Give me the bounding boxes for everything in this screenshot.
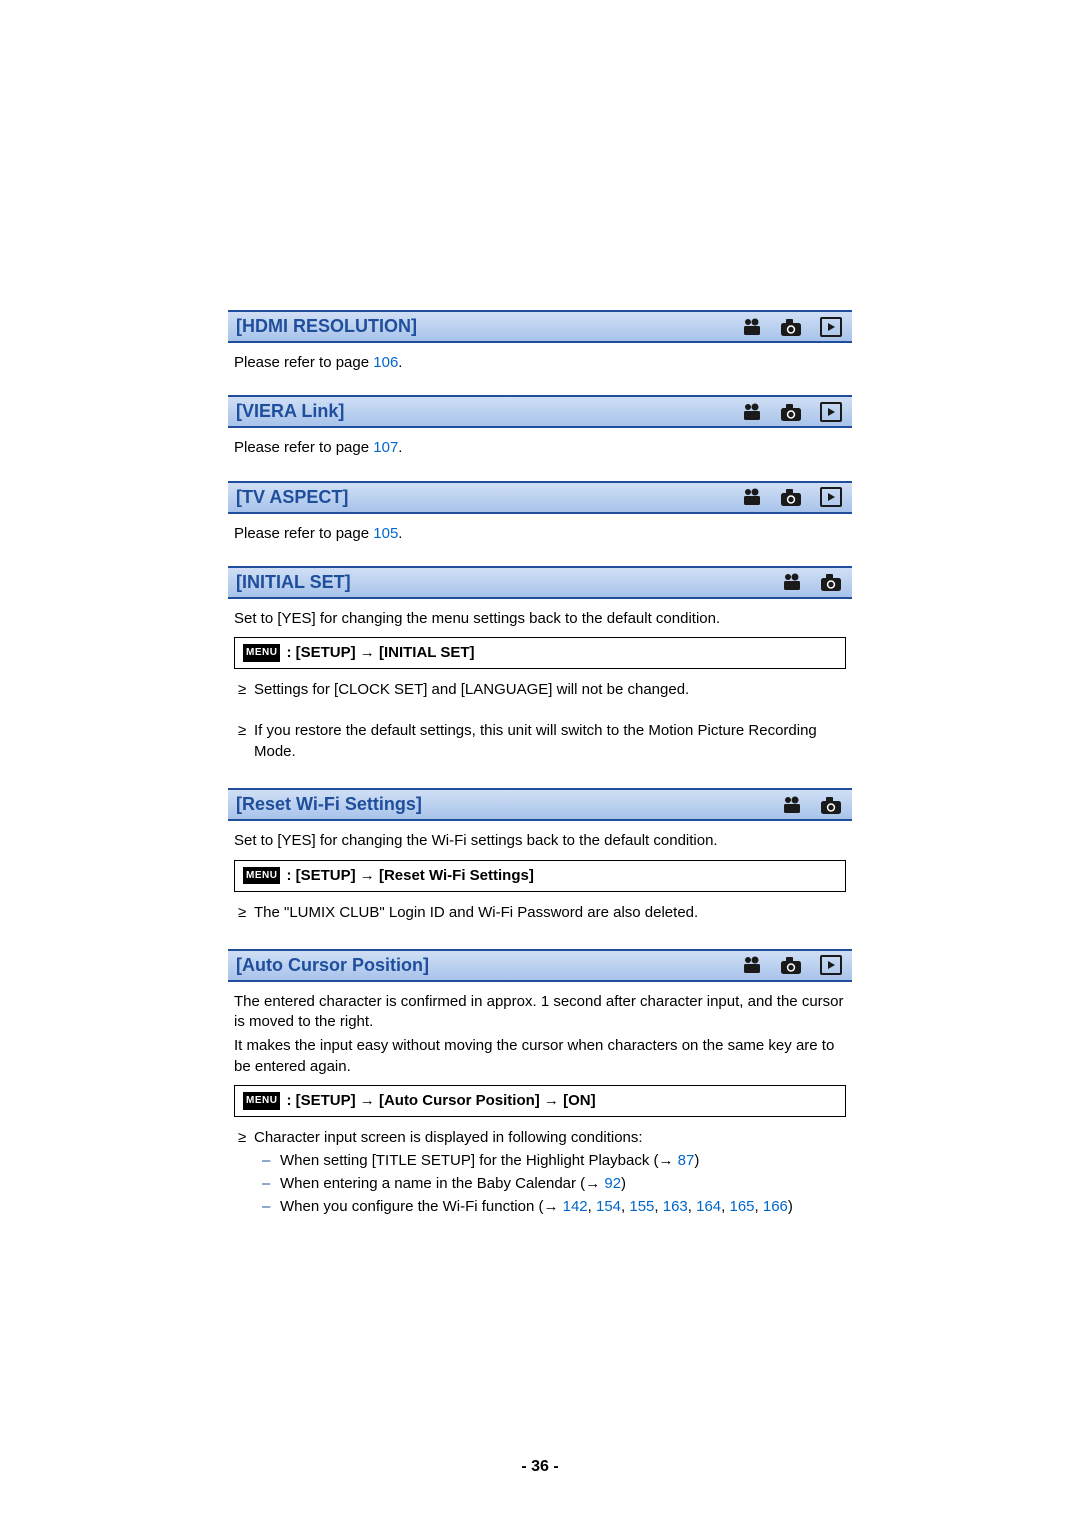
bullet-item: If you restore the default settings, thi…: [238, 720, 846, 762]
camera-icon: [820, 795, 842, 815]
dash-list: When setting [TITLE SETUP] for the Highl…: [254, 1150, 846, 1217]
icon-group: [782, 572, 842, 592]
section-body: Please refer to page 107.: [228, 428, 852, 470]
video-icon: [742, 402, 762, 422]
menu-path-text: : [SETUP] → [INITIAL SET]: [286, 643, 474, 663]
page-link[interactable]: 107: [373, 439, 398, 456]
play-icon: [820, 955, 842, 975]
camera-icon: [780, 955, 802, 975]
section-cursor: [Auto Cursor Position] The entered chara…: [228, 949, 852, 1233]
section-header-initial: [INITIAL SET]: [228, 566, 852, 599]
section-title: [TV ASPECT]: [236, 487, 348, 508]
section-wifi: [Reset Wi-Fi Settings] Set to [YES] for …: [228, 788, 852, 939]
ref-text: Please refer to page 107.: [234, 439, 402, 456]
icon-group: [782, 795, 842, 815]
menu-badge: MENU: [243, 644, 280, 662]
video-icon: [782, 572, 802, 592]
camera-icon: [820, 572, 842, 592]
section-body: Please refer to page 105.: [228, 514, 852, 556]
section-title: [Reset Wi-Fi Settings]: [236, 794, 422, 815]
section-hdmi: [HDMI RESOLUTION] Please refer to page 1…: [228, 310, 852, 385]
bullet-list: Character input screen is displayed in f…: [234, 1127, 846, 1217]
dash-item: When entering a name in the Baby Calenda…: [262, 1173, 846, 1194]
icon-group: [742, 955, 842, 975]
bullet-list: Settings for [CLOCK SET] and [LANGUAGE] …: [234, 679, 846, 700]
section-tvaspect: [TV ASPECT] Please refer to page 105.: [228, 481, 852, 556]
video-icon: [742, 955, 762, 975]
body-text: It makes the input easy without moving t…: [234, 1036, 846, 1077]
ref-text: Please refer to page 106.: [234, 354, 402, 371]
section-body: The entered character is confirmed in ap…: [228, 982, 852, 1233]
body-text: The entered character is confirmed in ap…: [234, 992, 846, 1033]
menu-path-text: : [SETUP] → [Auto Cursor Position] → [ON…: [286, 1091, 595, 1111]
play-icon: [820, 317, 842, 337]
page-link[interactable]: 142: [563, 1198, 588, 1215]
page-link[interactable]: 165: [730, 1198, 755, 1215]
page-link[interactable]: 87: [678, 1152, 695, 1169]
page-link[interactable]: 164: [696, 1198, 721, 1215]
menu-path-box: MENU : [SETUP] → [INITIAL SET]: [234, 637, 846, 669]
section-title: [INITIAL SET]: [236, 572, 351, 593]
video-icon: [782, 795, 802, 815]
icon-group: [742, 317, 842, 337]
section-body: Set to [YES] for changing the Wi-Fi sett…: [228, 821, 852, 939]
bullet-list: If you restore the default settings, thi…: [234, 720, 846, 762]
ref-text: Please refer to page 105.: [234, 525, 402, 542]
play-icon: [820, 487, 842, 507]
section-header-tvaspect: [TV ASPECT]: [228, 481, 852, 514]
camera-icon: [780, 317, 802, 337]
page-link[interactable]: 92: [604, 1175, 621, 1192]
bullet-item: The "LUMIX CLUB" Login ID and Wi-Fi Pass…: [238, 902, 846, 923]
section-body: Please refer to page 106.: [228, 343, 852, 385]
page-link[interactable]: 105: [373, 525, 398, 542]
bullet-item: Character input screen is displayed in f…: [238, 1127, 846, 1217]
page-link[interactable]: 163: [663, 1198, 688, 1215]
icon-group: [742, 487, 842, 507]
page-number: - 36 -: [0, 1458, 1080, 1476]
section-initial: [INITIAL SET] Set to [YES] for changing …: [228, 566, 852, 779]
bullet-list: The "LUMIX CLUB" Login ID and Wi-Fi Pass…: [234, 902, 846, 923]
menu-badge: MENU: [243, 867, 280, 885]
section-header-wifi: [Reset Wi-Fi Settings]: [228, 788, 852, 821]
page-link[interactable]: 166: [763, 1198, 788, 1215]
section-header-hdmi: [HDMI RESOLUTION]: [228, 310, 852, 343]
video-icon: [742, 317, 762, 337]
section-title: [HDMI RESOLUTION]: [236, 316, 417, 337]
manual-page: [HDMI RESOLUTION] Please refer to page 1…: [0, 0, 1080, 1233]
icon-group: [742, 402, 842, 422]
lead-text: Set to [YES] for changing the Wi-Fi sett…: [234, 831, 846, 851]
section-title: [Auto Cursor Position]: [236, 955, 429, 976]
page-link-list: 142, 154, 155, 163, 164, 165, 166: [563, 1198, 788, 1215]
section-viera: [VIERA Link] Please refer to page 107.: [228, 395, 852, 470]
bullet-item: Settings for [CLOCK SET] and [LANGUAGE] …: [238, 679, 846, 700]
page-link[interactable]: 154: [596, 1198, 621, 1215]
menu-path-box: MENU : [SETUP] → [Reset Wi-Fi Settings]: [234, 860, 846, 892]
menu-path-box: MENU : [SETUP] → [Auto Cursor Position] …: [234, 1085, 846, 1117]
camera-icon: [780, 487, 802, 507]
dash-item: When setting [TITLE SETUP] for the Highl…: [262, 1150, 846, 1171]
section-body: Set to [YES] for changing the menu setti…: [228, 599, 852, 779]
play-icon: [820, 402, 842, 422]
page-link[interactable]: 106: [373, 354, 398, 371]
lead-text: Set to [YES] for changing the menu setti…: [234, 609, 846, 629]
section-header-cursor: [Auto Cursor Position]: [228, 949, 852, 982]
page-link[interactable]: 155: [629, 1198, 654, 1215]
camera-icon: [780, 402, 802, 422]
section-header-viera: [VIERA Link]: [228, 395, 852, 428]
menu-path-text: : [SETUP] → [Reset Wi-Fi Settings]: [286, 866, 533, 886]
menu-badge: MENU: [243, 1092, 280, 1110]
section-title: [VIERA Link]: [236, 401, 344, 422]
dash-item: When you configure the Wi-Fi function (→…: [262, 1196, 846, 1217]
video-icon: [742, 487, 762, 507]
